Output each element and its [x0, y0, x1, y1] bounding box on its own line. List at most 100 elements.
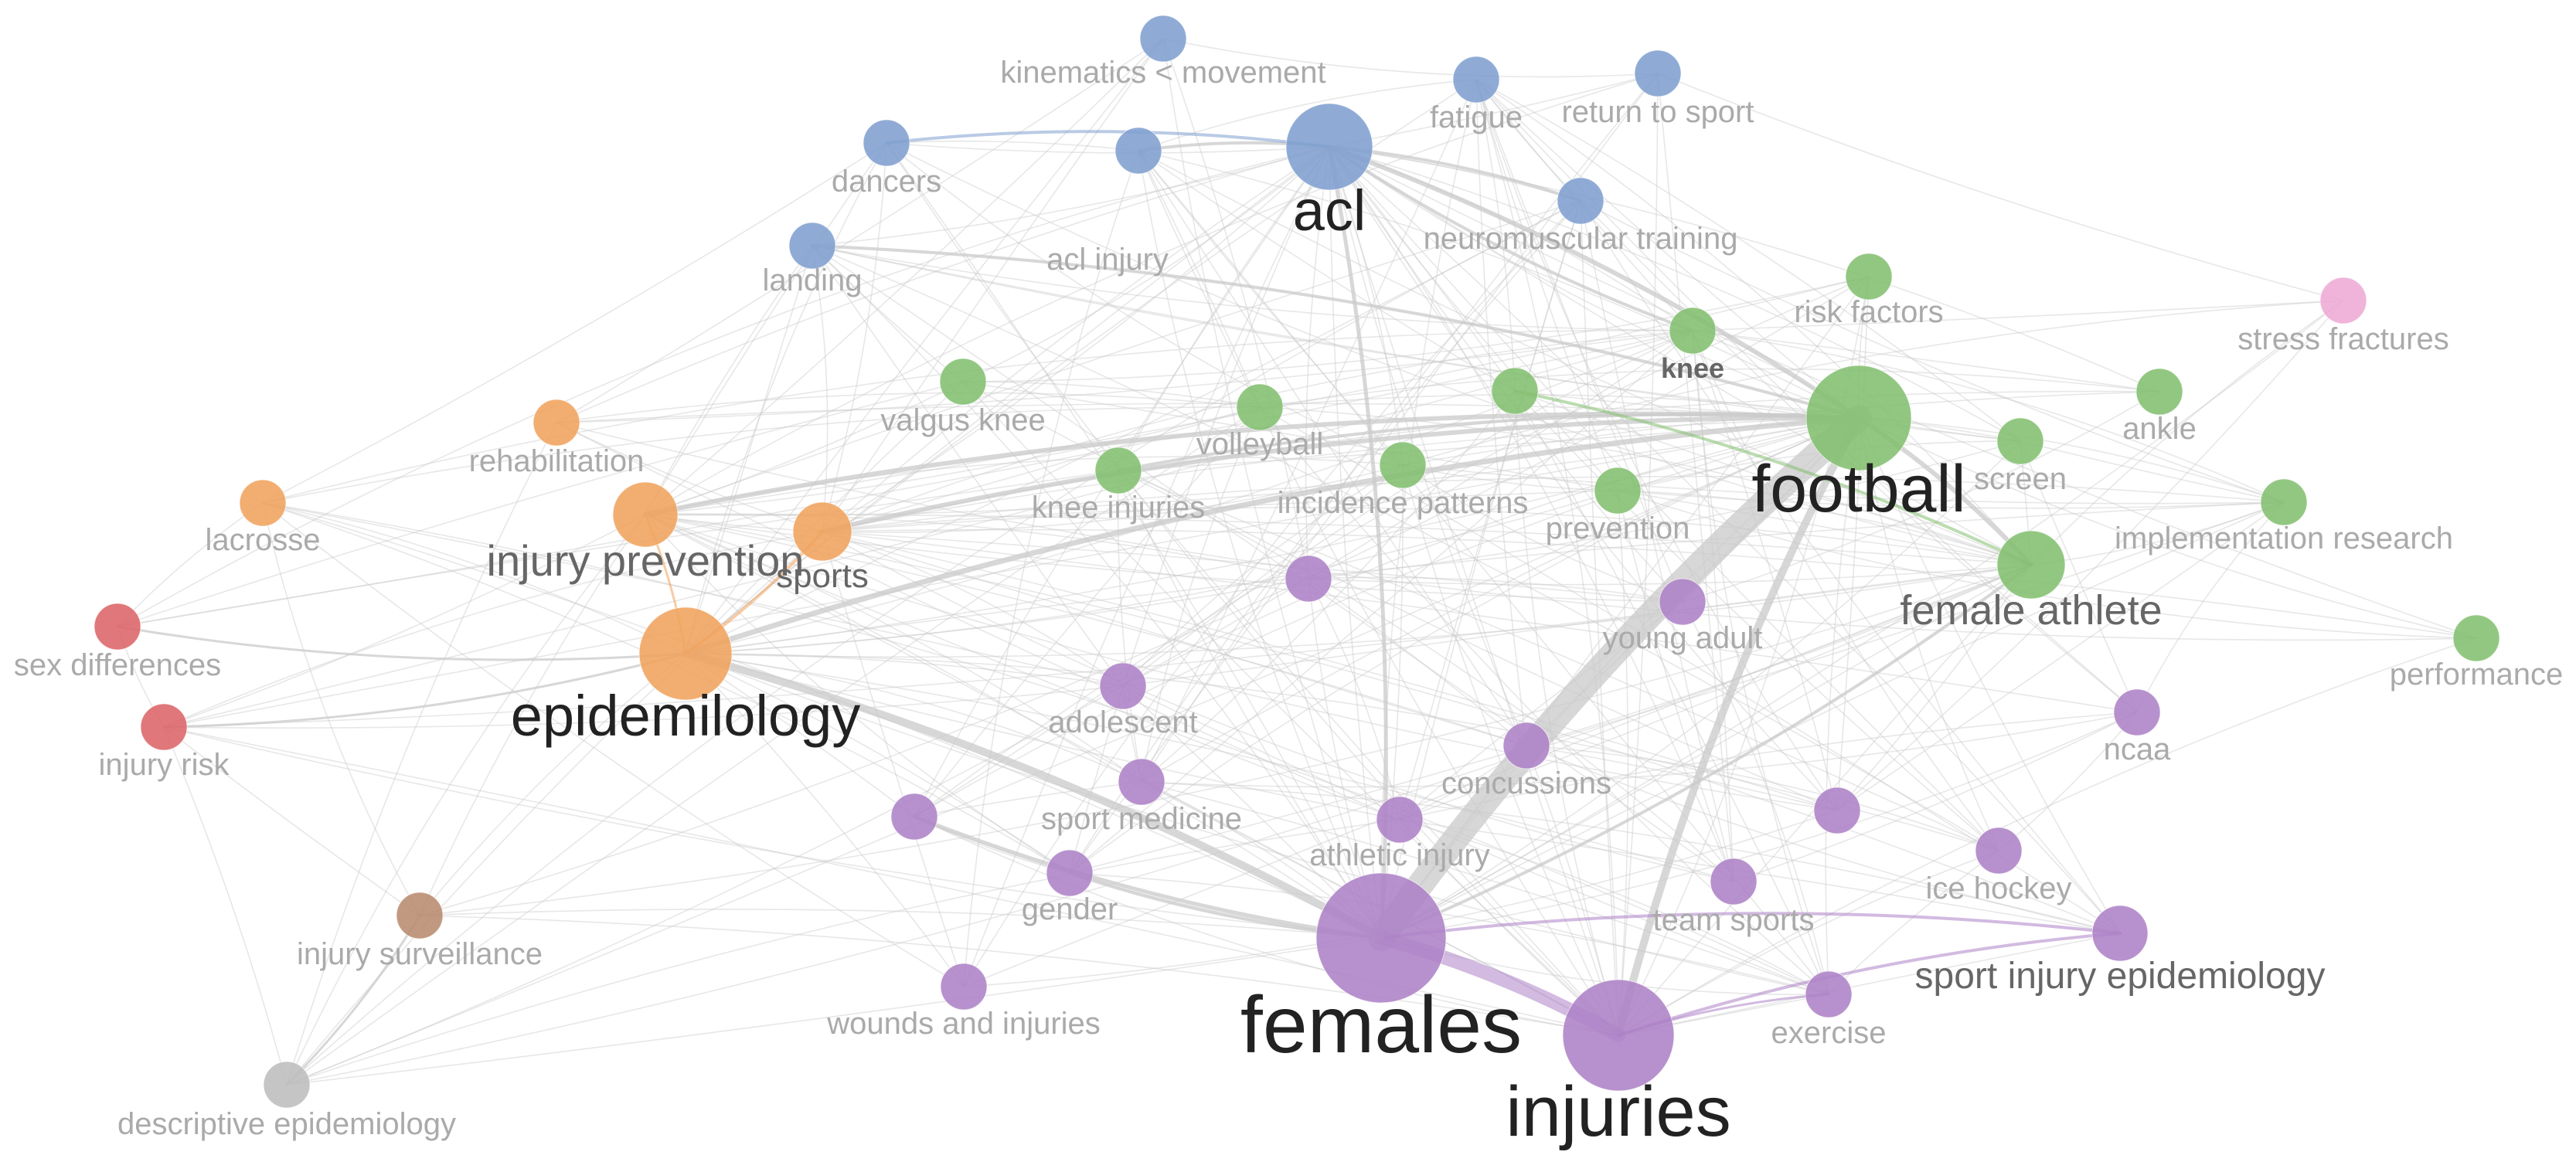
node-valgus-knee[interactable]: [939, 358, 987, 406]
node-injuries[interactable]: [1562, 979, 1675, 1092]
node-stress-fractures[interactable]: [2319, 277, 2367, 324]
node-return-to-sport[interactable]: [1634, 49, 1682, 97]
node-purple-unlabeled-3[interactable]: [1813, 787, 1861, 834]
node-injury-risk[interactable]: [140, 703, 188, 751]
edge-athletic_injury-purple_unlabeled_1: [1308, 578, 1400, 821]
node-acl[interactable]: [1285, 103, 1373, 191]
edge-ncaa-ice_hockey: [1998, 712, 2138, 851]
node-prevention[interactable]: [1594, 467, 1642, 515]
node-knee[interactable]: [1669, 307, 1717, 355]
edge-lacrosse-wounds: [262, 502, 965, 987]
node-ankle[interactable]: [2135, 368, 2183, 416]
node-athletic-injury[interactable]: [1376, 796, 1424, 844]
edge-volleyball-injury_prevention: [645, 406, 1261, 515]
edge-neuromuscular-team_sports: [1580, 200, 1734, 882]
edge-ankle-young_adult: [1682, 391, 2160, 603]
node-dancers[interactable]: [863, 119, 910, 167]
node-lacrosse[interactable]: [239, 479, 287, 527]
node-neuromuscular[interactable]: [1557, 177, 1604, 225]
edge-acl-injuries: [1329, 146, 1619, 1036]
edge-acl_injury-wounds: [963, 150, 1139, 987]
node-ncaa[interactable]: [2113, 688, 2161, 736]
node-sex-differences[interactable]: [94, 603, 141, 651]
edge-epidemiology-gender: [685, 653, 1070, 874]
edge-injury_risk-injury_surveillance: [163, 726, 420, 916]
edge-football-exercise: [1825, 417, 1860, 995]
edge-concussions-purple_unlabeled_3: [1526, 745, 1838, 811]
edge-landing-valgus_knee: [812, 245, 964, 382]
edge-female_athlete-females: [1380, 563, 2033, 939]
edge-valgus_knee-female_athlete: [962, 381, 2032, 566]
node-risk-factors[interactable]: [1845, 253, 1893, 301]
label-dancers: dancers: [832, 165, 941, 199]
node-young-adult[interactable]: [1659, 578, 1707, 626]
edge-acl-ice_hockey: [1329, 146, 1999, 851]
label-concussions: concussions: [1441, 766, 1611, 800]
edge-epidemiology-purple_unlabeled_1: [685, 578, 1309, 654]
node-ice-hockey[interactable]: [1975, 827, 2023, 875]
node-concussions[interactable]: [1502, 722, 1550, 770]
edge-incidence_patterns-implementation: [1402, 464, 2285, 505]
edge-epidemiology-females: [682, 650, 1385, 942]
node-football[interactable]: [1805, 365, 1912, 471]
node-female-athlete[interactable]: [1996, 530, 2066, 600]
edge-stress_fractures-purple_unlabeled_3: [1836, 300, 2344, 811]
edge-prevention-sports: [822, 490, 1618, 532]
edge-fatigue-purple_unlabeled_3: [1475, 79, 1838, 811]
edge-epidemiology-injury_risk: [162, 652, 687, 729]
edge-injury_prevention-injury_risk: [163, 514, 646, 728]
label-neuromuscular: neuromuscular training: [1424, 222, 1738, 256]
node-green-unlabeled[interactable]: [1491, 367, 1539, 415]
edge-injuries-sport_injury_epi: [1618, 933, 2121, 1036]
edge-female_athlete-epidemiology: [685, 564, 2032, 658]
node-performance[interactable]: [2452, 614, 2500, 662]
edge-knee_injuries-sex_differences: [117, 470, 1119, 627]
label-ncaa: ncaa: [2104, 732, 2171, 766]
edge-dancers-female_athlete: [886, 142, 2032, 566]
label-implementation: implementation research: [2115, 522, 2453, 556]
edge-implementation-ncaa: [2136, 501, 2285, 713]
edge-volleyball-purple_unlabeled_2: [914, 406, 1261, 817]
node-landing[interactable]: [788, 222, 836, 270]
edge-injuries-sport_injury_epi: [1617, 932, 2122, 1037]
node-team-sports[interactable]: [1710, 858, 1758, 905]
node-adolescent[interactable]: [1099, 662, 1147, 710]
edge-green_unlabeled-female_athlete: [1513, 389, 2033, 566]
node-purple-unlabeled-2[interactable]: [890, 793, 938, 841]
edge-risk_factors-purple_unlabeled_3: [1836, 276, 1870, 811]
edge-landing-epidemiology: [685, 245, 813, 654]
edge-incidence_patterns-purple_unlabeled_2: [914, 464, 1404, 817]
label-fatigue: fatigue: [1430, 100, 1523, 134]
node-screen[interactable]: [1996, 417, 2044, 465]
node-knee-injuries[interactable]: [1094, 447, 1142, 494]
node-purple-unlabeled-1[interactable]: [1285, 555, 1332, 603]
node-gender[interactable]: [1046, 849, 1094, 897]
edge-injuries-ice_hockey: [1618, 850, 1999, 1036]
edge-knee-stress_fractures: [1692, 300, 2344, 331]
node-incidence-patterns[interactable]: [1379, 441, 1427, 489]
node-sports[interactable]: [792, 501, 852, 562]
node-descriptive-epi[interactable]: [263, 1061, 311, 1109]
node-exercise[interactable]: [1805, 970, 1853, 1018]
edge-concussions-sport_injury_epi: [1526, 745, 2121, 934]
node-volleyball[interactable]: [1236, 383, 1284, 431]
edge-fatigue-female_athlete: [1475, 79, 2032, 566]
node-sport-medicine[interactable]: [1118, 758, 1165, 806]
edge-sport_medicine-sport_injury_epi: [1141, 781, 2121, 934]
node-kinematics[interactable]: [1139, 15, 1187, 63]
node-fatigue[interactable]: [1452, 56, 1500, 104]
node-females[interactable]: [1315, 872, 1447, 1004]
node-rehabilitation[interactable]: [533, 399, 580, 447]
node-epidemiology[interactable]: [638, 606, 733, 701]
node-sport-injury-epi[interactable]: [2091, 905, 2149, 962]
edge-landing-sports: [812, 245, 829, 532]
node-implementation[interactable]: [2260, 478, 2308, 526]
edge-screen-implementation: [2020, 440, 2285, 503]
node-wounds[interactable]: [940, 963, 988, 1011]
node-acl-injury[interactable]: [1114, 127, 1162, 175]
node-injury-surveillance[interactable]: [396, 892, 444, 939]
edge-acl-sports: [822, 146, 1330, 532]
node-injury-prevention[interactable]: [612, 481, 679, 548]
edge-kinematics-sports: [822, 38, 1164, 532]
edge-green_unlabeled-sport_medicine: [1141, 390, 1516, 783]
